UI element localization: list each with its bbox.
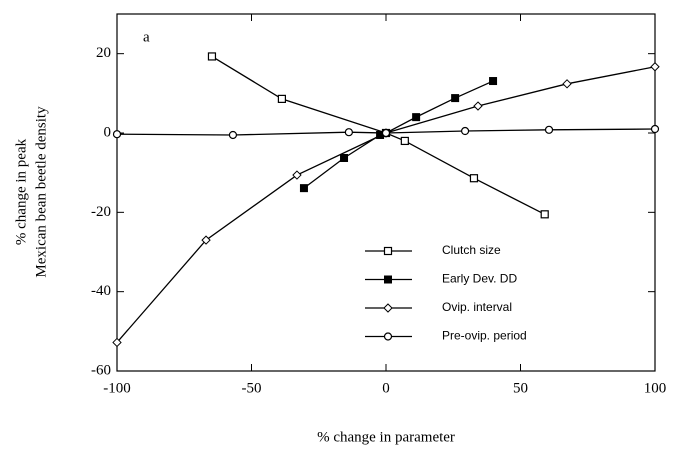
marker: [340, 153, 349, 162]
marker: [112, 337, 122, 348]
x-tick-label: -50: [242, 380, 262, 396]
series-line: [116, 66, 656, 343]
marker: [540, 210, 549, 219]
marker: [451, 94, 460, 103]
marker: [381, 128, 391, 138]
marker: [277, 94, 286, 103]
marker: [412, 113, 421, 122]
marker: [460, 126, 470, 136]
marker: [400, 136, 409, 146]
y-tick-label: -40: [91, 283, 111, 299]
legend-label: Clutch size: [442, 243, 501, 257]
series-line: [211, 55, 546, 215]
legend-marker: [383, 303, 393, 313]
panel-label: a: [143, 29, 150, 45]
marker: [562, 79, 572, 89]
marker: [299, 184, 308, 193]
marker: [473, 101, 483, 111]
marker: [207, 52, 217, 61]
legend-label: Early Dev. DD: [442, 272, 517, 286]
marker: [201, 235, 211, 245]
marker: [544, 125, 554, 134]
marker: [112, 130, 122, 139]
marker: [292, 170, 302, 180]
marker: [650, 62, 660, 72]
x-axis-label: % change in parameter: [317, 429, 455, 445]
y-axis-label: % change in peak: [13, 138, 29, 245]
legend-label: Ovip. interval: [442, 300, 512, 314]
marker: [228, 130, 238, 140]
marker: [344, 128, 353, 137]
x-tick-label: 0: [382, 380, 390, 396]
y-tick-label: -60: [91, 362, 111, 378]
marker: [489, 77, 498, 86]
legend-marker: [383, 246, 393, 256]
legend-marker: [383, 332, 393, 341]
x-tick-label: 100: [644, 380, 667, 396]
y-tick-label: 20: [96, 45, 111, 61]
marker: [469, 174, 479, 183]
x-tick-label: -100: [103, 380, 131, 396]
plot-frame: [116, 13, 656, 372]
x-tick-label: 50: [513, 380, 528, 396]
legend-marker: [384, 275, 392, 284]
y-tick-label: 0: [104, 124, 112, 140]
legend-label: Pre-ovip. period: [442, 329, 527, 343]
marker: [650, 124, 660, 134]
y-tick-label: -20: [91, 204, 111, 220]
y-axis-label: Mexican bean beetle density: [33, 106, 49, 278]
